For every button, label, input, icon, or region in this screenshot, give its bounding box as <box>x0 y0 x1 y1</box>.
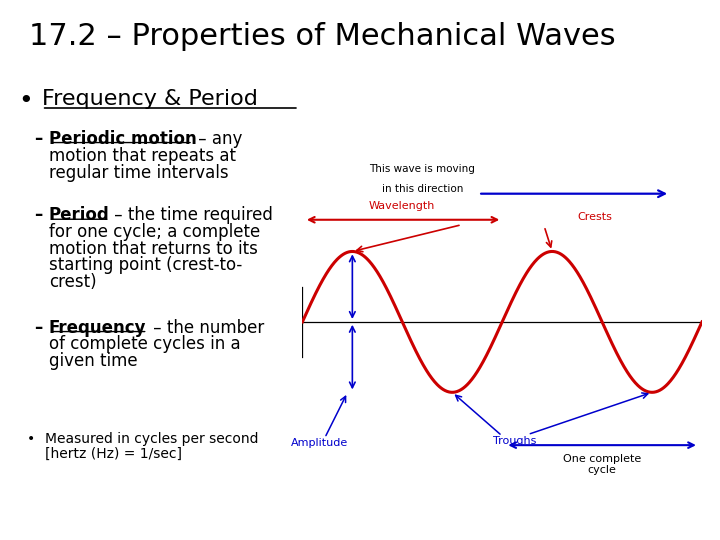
Text: Periodic motion: Periodic motion <box>49 130 197 147</box>
Text: for one cycle; a complete: for one cycle; a complete <box>49 223 260 241</box>
Text: Measured in cycles per second: Measured in cycles per second <box>45 432 258 446</box>
Text: –: – <box>35 206 42 224</box>
Text: [hertz (Hz) = 1/sec]: [hertz (Hz) = 1/sec] <box>45 447 181 461</box>
Text: regular time intervals: regular time intervals <box>49 164 228 181</box>
Text: •: • <box>27 432 35 446</box>
Text: Crests: Crests <box>577 212 612 222</box>
Text: 17.2 – Properties of Mechanical Waves: 17.2 – Properties of Mechanical Waves <box>29 22 616 51</box>
Text: – any: – any <box>193 130 243 147</box>
Text: Troughs: Troughs <box>493 436 536 446</box>
Text: Frequency: Frequency <box>49 319 146 336</box>
Text: One complete
cycle: One complete cycle <box>563 454 642 475</box>
Text: given time: given time <box>49 352 138 370</box>
Text: Period: Period <box>49 206 109 224</box>
Text: This wave is moving: This wave is moving <box>369 164 475 174</box>
Text: motion that repeats at: motion that repeats at <box>49 147 236 165</box>
Text: crest): crest) <box>49 273 96 291</box>
Text: in this direction: in this direction <box>382 184 463 194</box>
Text: – the time required: – the time required <box>109 206 274 224</box>
Text: –: – <box>35 319 42 336</box>
Text: •: • <box>18 89 32 113</box>
Text: –: – <box>35 130 42 147</box>
Text: Amplitude: Amplitude <box>292 438 348 448</box>
Text: Frequency & Period: Frequency & Period <box>42 89 258 109</box>
Text: Wavelength: Wavelength <box>369 201 436 211</box>
Text: starting point (crest-to-: starting point (crest-to- <box>49 256 242 274</box>
Text: – the number: – the number <box>148 319 264 336</box>
Text: motion that returns to its: motion that returns to its <box>49 240 258 258</box>
Text: of complete cycles in a: of complete cycles in a <box>49 335 240 353</box>
